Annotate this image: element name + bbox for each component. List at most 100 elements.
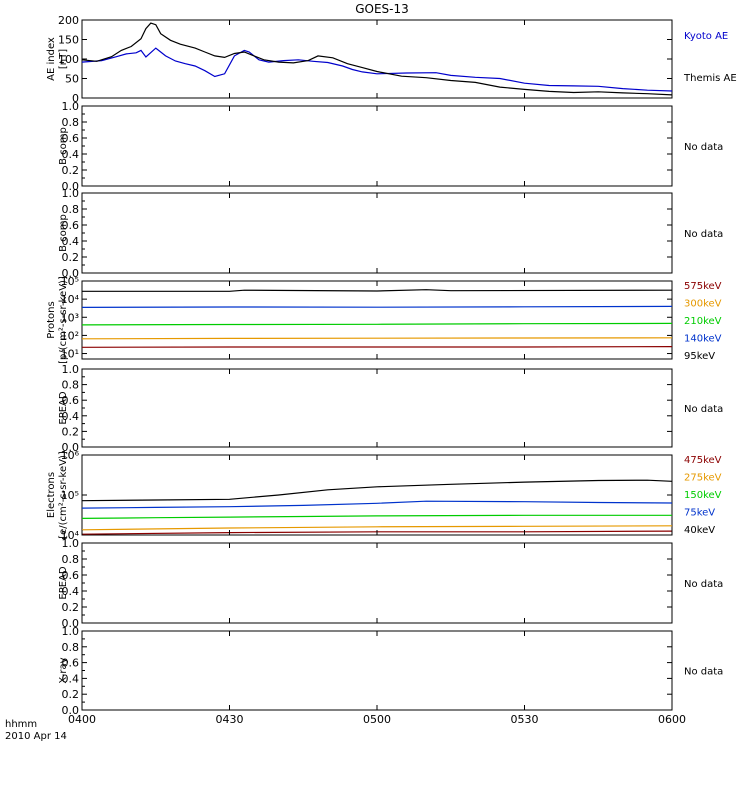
panel-frame-electrons bbox=[81, 454, 673, 536]
legend-entry: 475keV bbox=[684, 455, 722, 466]
y-tick-label: 0.2 bbox=[62, 425, 80, 438]
x-tick-label: 0430 bbox=[216, 713, 244, 726]
y-tick-label: 10³ bbox=[61, 311, 79, 324]
legend-entry: 275keV bbox=[684, 473, 722, 484]
panel-frame-bcomp2 bbox=[81, 192, 673, 274]
y-tick-label: 1.0 bbox=[62, 625, 80, 638]
y-tick-label: 0.8 bbox=[62, 641, 80, 654]
legend-entry: 75keV bbox=[684, 508, 715, 519]
y-axis-label: B comp bbox=[58, 127, 69, 165]
y-tick-label: 10⁵ bbox=[61, 489, 79, 502]
panel-protons: 10¹ 10² 10³ 10⁴ 10⁵ Protons [p/(cm²-s-sr-keV)]… bbox=[46, 275, 722, 364]
no-data-label: No data bbox=[684, 229, 723, 240]
y-tick-label: 10⁶ bbox=[61, 449, 80, 462]
y-tick-label: 0.4 bbox=[62, 148, 80, 161]
y-axis-label: AE index bbox=[46, 37, 57, 81]
no-data-label: No data bbox=[684, 667, 723, 678]
y-tick-label: 0.2 bbox=[62, 601, 80, 614]
y-tick-label: 0.4 bbox=[62, 672, 80, 685]
y-tick-label: 0.0 bbox=[62, 180, 80, 193]
x-axis-corner-label-hhmm: hhmm bbox=[5, 719, 37, 730]
y-tick-label: 50 bbox=[65, 73, 79, 86]
panel-epead1: 0.0 0.2 0.4 0.6 0.8 1.0 EPEAD No data bbox=[58, 363, 723, 454]
y-tick-label: 0.2 bbox=[62, 688, 80, 701]
y-tick-label: 10⁴ bbox=[61, 529, 80, 542]
y-tick-label: 0.2 bbox=[62, 164, 80, 177]
series-line-95kev bbox=[82, 289, 673, 292]
y-tick-label: 0.2 bbox=[62, 251, 80, 264]
y-tick-label: 0.0 bbox=[62, 441, 80, 454]
y-tick-label: 0.4 bbox=[62, 410, 80, 423]
series-line-575kev bbox=[81, 346, 673, 348]
y-tick-label: 0.6 bbox=[62, 132, 80, 145]
y-tick-label: 0 bbox=[72, 92, 79, 105]
legend-entry: 140keV bbox=[684, 334, 722, 345]
panel-frame-epead1 bbox=[81, 368, 673, 448]
y-tick-label: 200 bbox=[58, 14, 79, 27]
x-tick-label: 0400 bbox=[68, 713, 96, 726]
legend-entry: 575keV bbox=[684, 281, 722, 292]
y-axis-label: X-ray bbox=[58, 657, 69, 683]
y-tick-label: 1.0 bbox=[62, 363, 80, 376]
panel-bcomp2: 0.0 0.2 0.4 0.6 0.8 1.0 B comp No data bbox=[58, 187, 723, 280]
panel-frame-epead2 bbox=[81, 542, 673, 624]
series-line-140kev bbox=[81, 305, 673, 308]
y-tick-label: 1.0 bbox=[62, 100, 80, 113]
y-tick-label: 0.8 bbox=[62, 116, 80, 129]
series-line-150kev bbox=[81, 514, 672, 519]
x-tick-label: 0500 bbox=[363, 713, 391, 726]
y-tick-label: 0.6 bbox=[62, 394, 80, 407]
panel-xray: 0.0 0.2 0.4 0.6 0.8 1.0 X-ray No data bbox=[58, 625, 723, 717]
y-tick-label: 150 bbox=[58, 34, 79, 47]
y-tick-label: 0.6 bbox=[62, 657, 80, 670]
legend-entry: 40keV bbox=[684, 525, 715, 536]
panel-frame-xray bbox=[81, 630, 673, 711]
legend-entry: 300keV bbox=[684, 299, 722, 310]
chart-title: GOES-13 bbox=[355, 2, 409, 16]
y-axis-label: Protons bbox=[46, 301, 57, 338]
y-axis-label: [p/(cm²-s-sr-keV)] bbox=[58, 276, 69, 364]
x-axis-corner-label-date: 2010 Apr 14 bbox=[5, 731, 67, 742]
y-tick-label: 0.6 bbox=[62, 219, 80, 232]
y-tick-label: 0.0 bbox=[62, 704, 80, 717]
legend-entry: 150keV bbox=[684, 490, 722, 501]
y-tick-label: 10⁵ bbox=[61, 275, 79, 288]
no-data-label: No data bbox=[684, 142, 723, 153]
legend-entry: Kyoto AE bbox=[684, 31, 728, 42]
panel-frame-bcomp1 bbox=[81, 105, 673, 187]
panel-electrons: 10⁴ 10⁵ 10⁶ Electrons [e/(cm²-s-sr-keV)] 475k… bbox=[46, 449, 722, 542]
series-line-kyoto-ae bbox=[81, 47, 673, 92]
legend-entry: Themis AE bbox=[683, 73, 737, 84]
y-tick-label: 0.6 bbox=[62, 569, 80, 582]
series-line-210kev bbox=[81, 322, 673, 326]
series-line-40kev bbox=[81, 479, 673, 502]
y-axis-label: [nT] bbox=[58, 49, 69, 69]
y-tick-label: 0.8 bbox=[62, 203, 80, 216]
y-axis-label: B comp bbox=[58, 214, 69, 252]
y-axis-label: EPEAD bbox=[58, 391, 69, 425]
y-tick-label: 0.0 bbox=[62, 617, 80, 630]
x-tick-label: 0530 bbox=[511, 713, 539, 726]
y-tick-label: 0.8 bbox=[62, 379, 80, 392]
y-axis-label: [e/(cm²-s-sr-keV)] bbox=[58, 451, 69, 539]
y-tick-label: 1.0 bbox=[62, 187, 80, 200]
panel-bcomp1: 0.0 0.2 0.4 0.6 0.8 1.0 B comp No data bbox=[58, 100, 723, 193]
y-tick-label: 0.0 bbox=[62, 267, 80, 280]
legend-entry: 95keV bbox=[684, 351, 715, 362]
series-line-themis-ae bbox=[81, 22, 673, 96]
y-tick-label: 1.0 bbox=[62, 537, 80, 550]
y-tick-label: 0.4 bbox=[62, 235, 80, 248]
legend-entry: 210keV bbox=[684, 316, 722, 327]
y-tick-label: 10² bbox=[61, 329, 79, 342]
y-tick-label: 100 bbox=[58, 53, 79, 66]
y-tick-label: 0.8 bbox=[62, 553, 80, 566]
series-line-300kev bbox=[81, 337, 673, 340]
y-tick-label: 10¹ bbox=[61, 348, 79, 361]
series-line-275kev bbox=[81, 525, 673, 531]
y-tick-label: 10⁴ bbox=[61, 293, 80, 306]
x-tick-label: 0600 bbox=[658, 713, 686, 726]
y-axis-label: Electrons bbox=[46, 472, 57, 518]
no-data-label: No data bbox=[684, 404, 723, 415]
